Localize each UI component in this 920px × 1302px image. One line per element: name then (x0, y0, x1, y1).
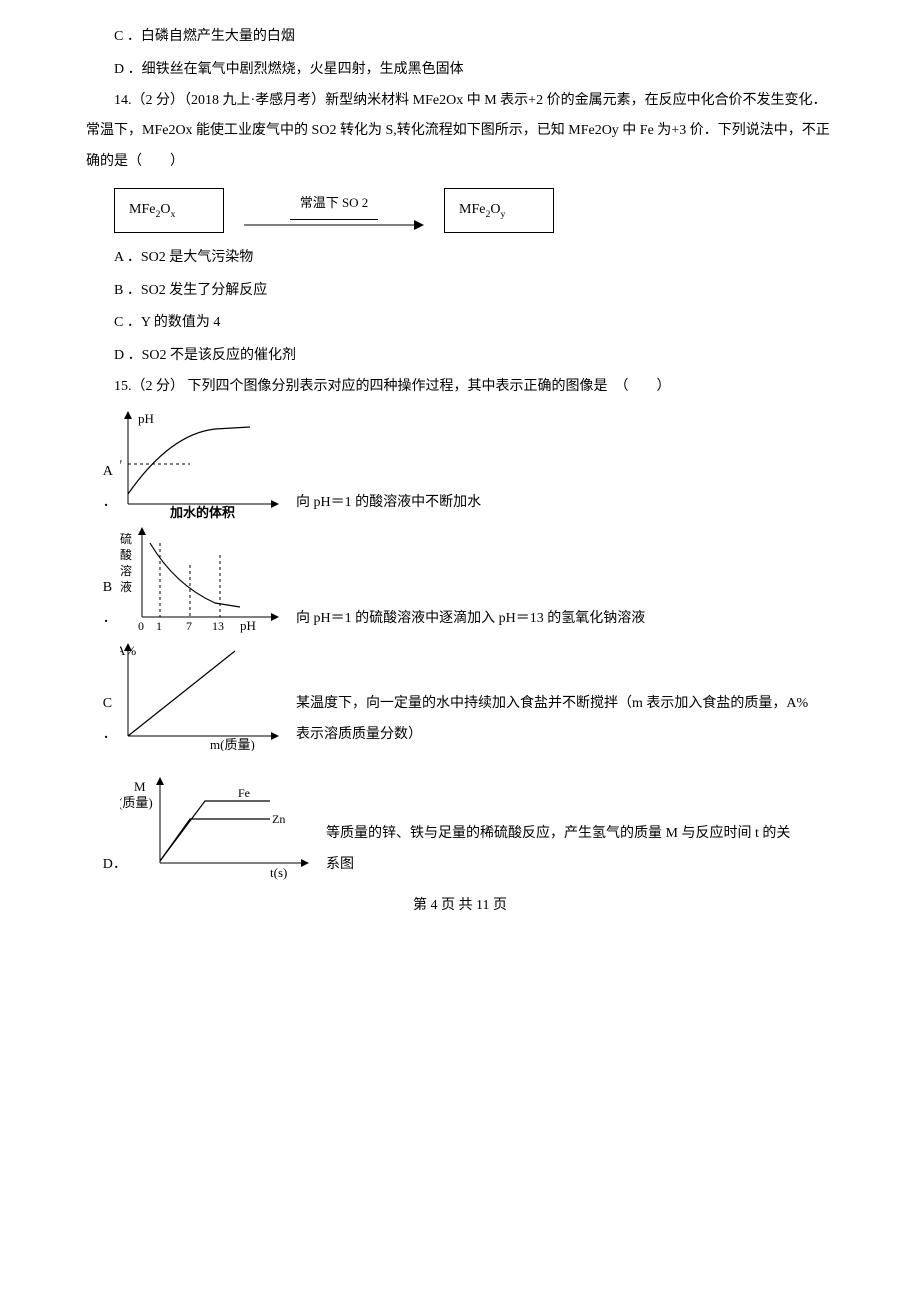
q15-stem: 15.（2 分） 下列四个图像分别表示对应的四种操作过程，其中表示正确的图像是 … (86, 372, 834, 403)
svg-text:加水的体积: 加水的体积 (169, 505, 235, 519)
svg-text:酸: 酸 (120, 547, 132, 562)
q15-option-c-row: C ． A% m(质量) 某温度下，向一定量的水中持续加入食盐并不断搅拌（m 表… (86, 641, 834, 751)
q14-option-c: C ．Y 的数值为 4 (86, 308, 834, 339)
q14-stem: 14.（2 分）（2018 九上·孝感月考）新型纳米材料 MFe2Ox 中 M … (86, 86, 834, 178)
svg-text:pH: pH (138, 411, 154, 426)
q14-option-d: D ．SO2 不是该反应的催化剂 (86, 341, 834, 372)
svg-text:7: 7 (186, 619, 192, 633)
q15-chart-c: A% m(质量) (120, 641, 290, 751)
q15-b-suffix: 向 pH＝1 的硫酸溶液中逐滴加入 pH＝13 的氢氧化钠溶液 (296, 604, 645, 635)
q15-a-suffix: 向 pH＝1 的酸溶液中不断加水 (296, 488, 481, 519)
svg-text:1: 1 (156, 619, 162, 633)
svg-text:Fe: Fe (238, 786, 250, 800)
q15-c-suffix: 某温度下，向一定量的水中持续加入食盐并不断搅拌（m 表示加入食盐的质量，A%表示… (296, 689, 816, 751)
q15-chart-d: M (质量) Fe Zn t(s) (120, 771, 320, 881)
q14-option-a: A ．SO2 是大气污染物 (86, 243, 834, 274)
q13-option-c: C ．白磷自燃产生大量的白烟 (86, 22, 834, 53)
svg-text:t(s): t(s) (270, 865, 287, 880)
q14-arrow: 常温下 SO 2 (244, 189, 424, 233)
svg-text:硫: 硫 (120, 531, 132, 546)
q14-option-b: B ．SO2 发生了分解反应 (86, 276, 834, 307)
q13-option-d: D ．细铁丝在氧气中剧烈燃烧，火星四射，生成黑色固体 (86, 55, 834, 86)
q15-d-suffix: 等质量的锌、铁与足量的稀硫酸反应，产生氢气的质量 M 与反应时间 t 的关系图 (326, 819, 801, 881)
q15-c-letter: C ． (86, 689, 114, 751)
svg-text:M: M (134, 779, 146, 794)
q15-b-letter: B ． (86, 573, 114, 635)
page-footer: 第 4 页 共 11 页 (86, 891, 834, 922)
svg-text:pH: pH (240, 618, 256, 633)
q14-box-left: MFe2Ox (114, 188, 224, 233)
svg-text:7: 7 (120, 457, 122, 471)
q15-option-a-row: A ． pH 7 加水的体积 向 pH＝1 的酸溶液中不断加水 (86, 409, 834, 519)
svg-text:m(质量): m(质量) (210, 737, 255, 751)
q14-box-right: MFe2Oy (444, 188, 554, 233)
q15-option-d-row: D． M (质量) Fe Zn t(s) 等质量的锌、铁与足量的稀硫酸反应，产生… (86, 771, 834, 881)
q15-chart-a: pH 7 加水的体积 (120, 409, 290, 519)
svg-text:A%: A% (120, 643, 136, 658)
svg-text:(质量): (质量) (120, 795, 153, 810)
q15-a-letter: A ． (86, 457, 114, 519)
svg-text:0: 0 (138, 619, 144, 633)
svg-text:13: 13 (212, 619, 224, 633)
svg-text:溶: 溶 (120, 563, 132, 578)
svg-text:液: 液 (120, 579, 132, 594)
q14-diagram: MFe2Ox 常温下 SO 2 MFe2Oy (114, 188, 834, 233)
q15-d-letter: D． (86, 850, 114, 881)
q14-arrow-label: 常温下 SO 2 (290, 189, 379, 221)
q15-chart-b: 硫 酸 溶 液 0 1 7 13 pH (120, 525, 290, 635)
svg-text:Zn: Zn (272, 812, 285, 826)
q15-option-b-row: B ． 硫 酸 溶 液 0 1 7 13 pH 向 pH＝1 的硫酸溶液中逐滴加… (86, 525, 834, 635)
arrow-icon (244, 218, 424, 232)
